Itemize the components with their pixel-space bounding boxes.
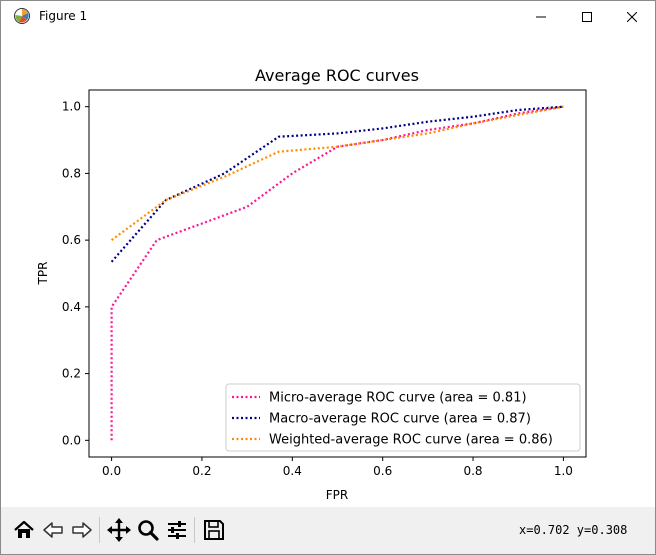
- legend-entry-label: Weighted-average ROC curve (area = 0.86): [269, 433, 553, 448]
- close-icon: [627, 11, 637, 22]
- save-icon: [204, 520, 224, 540]
- home-button[interactable]: [11, 517, 37, 543]
- title-bar[interactable]: Figure 1: [1, 1, 655, 32]
- roc-series-line-1: [110, 105, 564, 263]
- pan-icon: [107, 518, 131, 542]
- close-button[interactable]: [609, 1, 655, 32]
- y-tick-label: 1.0: [62, 100, 81, 114]
- toolbar-separator: [99, 517, 100, 543]
- x-tick-label: 0.0: [102, 464, 121, 478]
- roc-series-line-0: [110, 105, 564, 441]
- forward-icon: [72, 522, 92, 538]
- back-button[interactable]: [40, 517, 66, 543]
- legend-box: [225, 383, 581, 452]
- pan-button[interactable]: [106, 517, 132, 543]
- roc-series-line-2: [110, 105, 564, 241]
- series-lines: [110, 105, 564, 441]
- y-axis-label: TPR: [36, 262, 50, 286]
- legend-entry-label: Micro-average ROC curve (area = 0.81): [269, 391, 527, 406]
- x-tick-label: 0.4: [283, 464, 302, 478]
- x-tick-label: 0.8: [463, 464, 482, 478]
- save-button[interactable]: [201, 517, 227, 543]
- matplotlib-icon: [13, 7, 31, 25]
- x-tick-label: 1.0: [554, 464, 573, 478]
- x-axis-label: FPR: [326, 488, 348, 502]
- cursor-coordinates: x=0.702 y=0.308: [519, 523, 628, 537]
- minimize-icon: [536, 16, 546, 17]
- roc-chart: Average ROC curves 0.0 0.2 0.4 0.6 0.8 1.00.0…: [36, 66, 587, 502]
- y-tick-label: 0.4: [62, 300, 81, 314]
- navigation-toolbar: x=0.702 y=0.308: [1, 507, 655, 554]
- x-tick-label: 0.6: [373, 464, 392, 478]
- window-title: Figure 1: [39, 9, 88, 23]
- configure-subplots-button[interactable]: [164, 517, 190, 543]
- zoom-icon: [138, 520, 159, 541]
- zoom-button[interactable]: [135, 517, 161, 543]
- minimize-button[interactable]: [518, 1, 564, 32]
- back-icon: [43, 522, 63, 538]
- home-icon: [14, 520, 34, 538]
- toolbar-separator: [194, 517, 195, 543]
- y-tick-label: 0.6: [62, 233, 81, 247]
- y-tick-label: 0.8: [62, 166, 81, 180]
- figure-canvas[interactable]: Average ROC curves 0.0 0.2 0.4 0.6 0.8 1.0 0.0…: [10, 37, 648, 505]
- legend-entry-label: Macro-average ROC curve (area = 0.87): [269, 412, 531, 427]
- maximize-button[interactable]: [564, 1, 610, 32]
- y-tick-label: 0.0: [62, 433, 81, 447]
- chart-title: Average ROC curves: [255, 66, 419, 85]
- y-tick-label: 0.2: [62, 367, 81, 381]
- forward-button[interactable]: [69, 517, 95, 543]
- legend: Micro-average ROC curve (area = 0.81) Mac…: [225, 383, 581, 452]
- maximize-icon: [582, 11, 592, 22]
- x-tick-label: 0.2: [192, 464, 211, 478]
- axis-ticks: 0.0 0.2 0.4 0.6 0.8 1.0 0.0 0.2 0.4 0.6 0.8 1.0: [62, 100, 573, 478]
- configure-subplots-icon: [168, 521, 186, 539]
